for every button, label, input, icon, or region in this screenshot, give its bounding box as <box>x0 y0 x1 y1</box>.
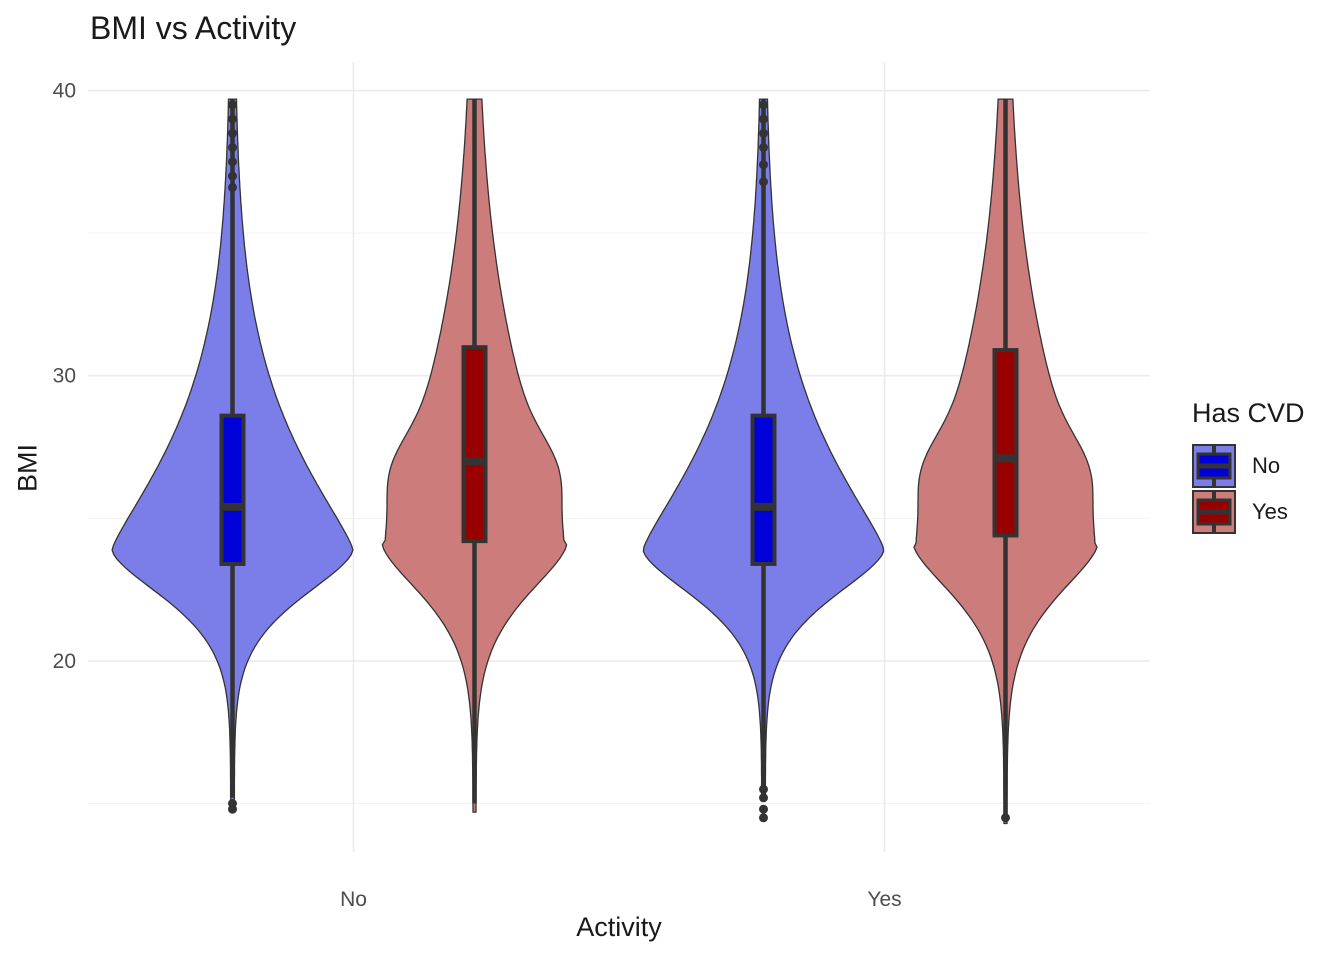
x-axis-label: Activity <box>576 912 662 942</box>
outlier-point <box>759 128 768 138</box>
legend-item-no: No <box>1192 443 1305 489</box>
legend-label-yes: Yes <box>1252 499 1288 524</box>
outlier-point <box>759 813 768 823</box>
legend-label-no: No <box>1252 453 1281 478</box>
chart-title: BMI vs Activity <box>90 10 297 46</box>
outlier-point <box>759 804 768 814</box>
outlier-point <box>228 182 237 192</box>
outlier-point <box>759 784 768 794</box>
legend-key-no <box>1192 444 1236 488</box>
x-tick-label: No <box>340 888 367 911</box>
outlier-point <box>228 114 237 124</box>
outlier-point <box>759 143 768 153</box>
box-no-yes <box>750 413 777 566</box>
y-tick-label: 30 <box>53 365 76 388</box>
outlier-point <box>1001 813 1010 823</box>
outlier-point <box>228 128 237 138</box>
y-tick-label: 20 <box>53 650 76 673</box>
outlier-point <box>228 171 237 181</box>
outlier-point <box>228 100 237 110</box>
y-tick-label: 40 <box>53 80 76 103</box>
box-yes-no <box>461 345 488 544</box>
box-yes-yes <box>992 348 1019 538</box>
legend-key-yes <box>1192 490 1236 534</box>
legend-item-yes: Yes <box>1192 489 1305 535</box>
outlier-point <box>759 793 768 803</box>
legend-title: Has CVD <box>1192 398 1305 428</box>
outlier-point <box>759 100 768 110</box>
outlier-point <box>228 799 237 809</box>
outlier-point <box>759 114 768 124</box>
y-axis-label: BMI <box>12 443 43 493</box>
outlier-point <box>759 177 768 187</box>
box-no-no <box>219 413 246 566</box>
outlier-point <box>228 157 237 167</box>
outlier-point <box>759 160 768 170</box>
legend: Has CVD No Yes <box>1192 398 1305 535</box>
outlier-point <box>228 143 237 153</box>
x-tick-label: Yes <box>867 888 901 911</box>
